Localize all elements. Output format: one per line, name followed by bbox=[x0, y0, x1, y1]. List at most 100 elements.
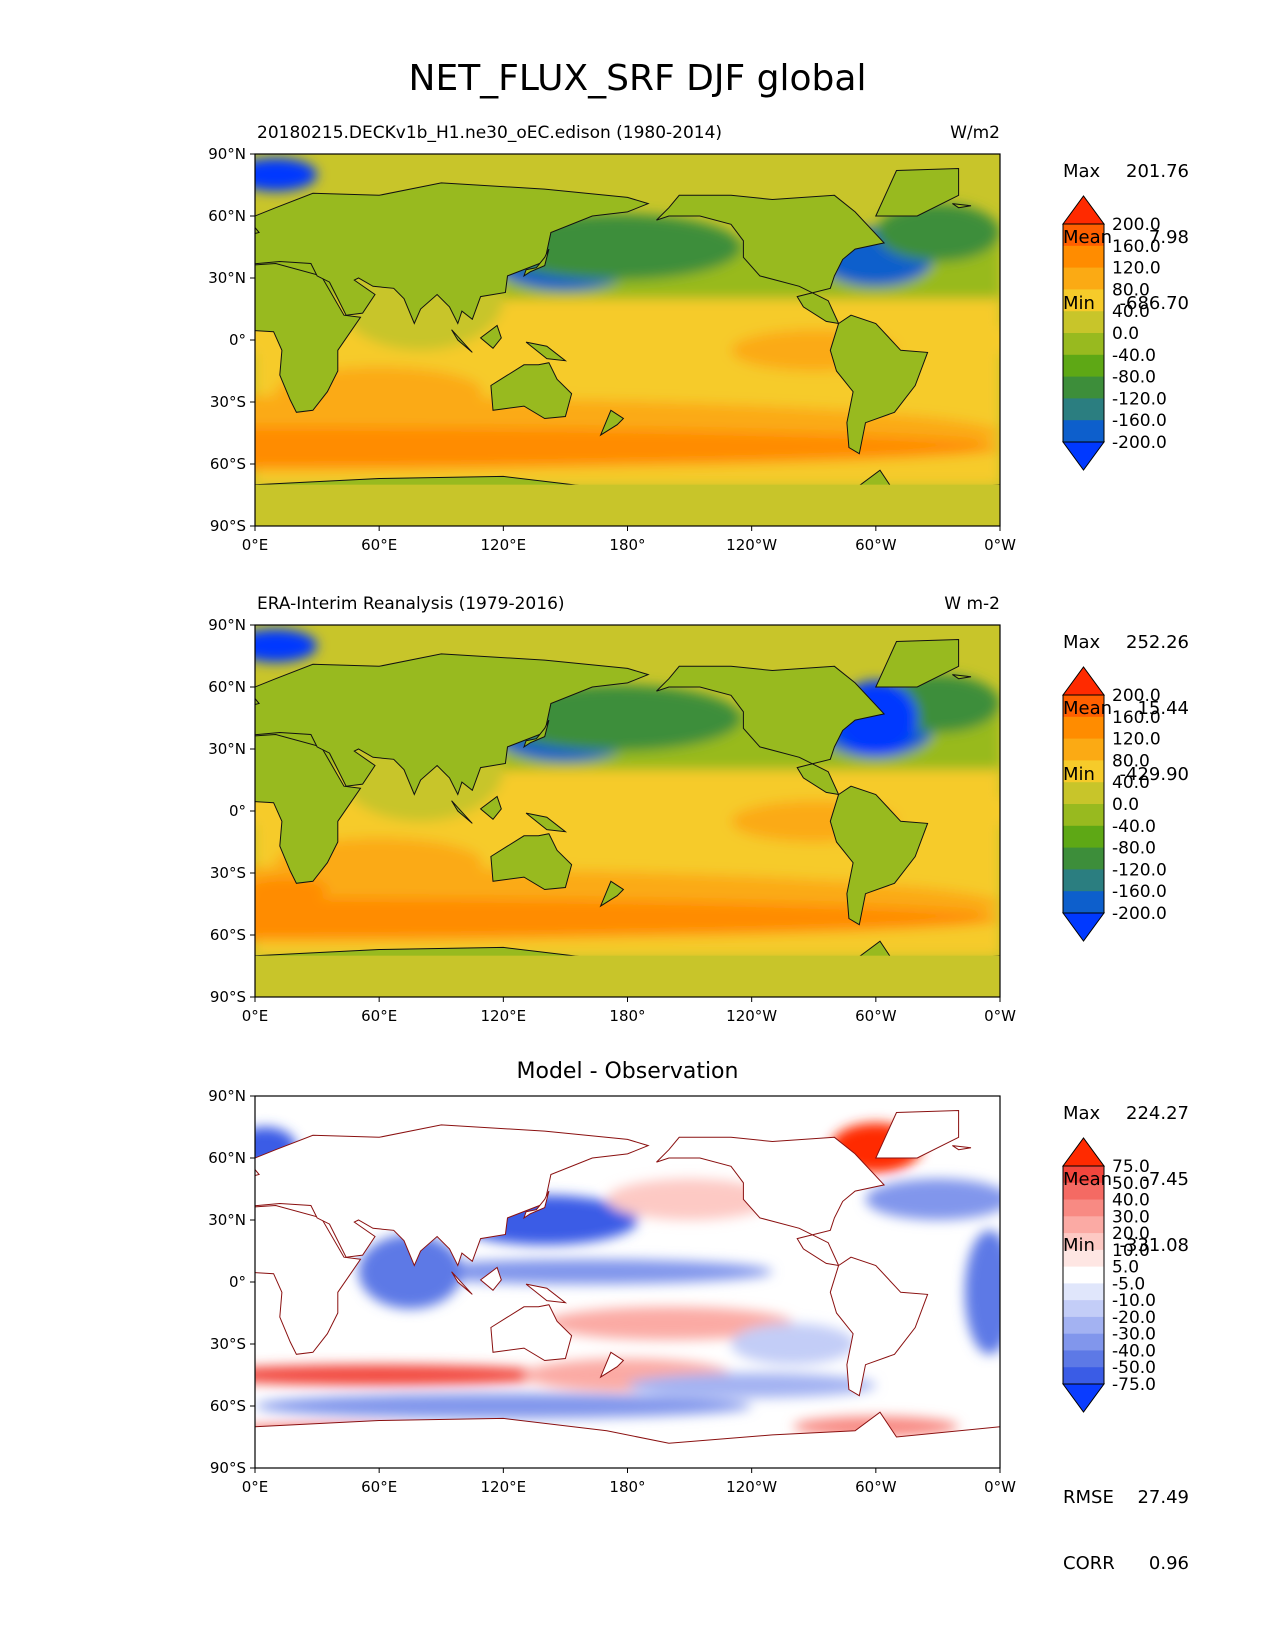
colorbar-label: -75.0 bbox=[1112, 1375, 1156, 1395]
coastline bbox=[255, 1411, 1000, 1468]
colorbar-label: 80.0 bbox=[1112, 280, 1150, 300]
coastline bbox=[599, 1351, 625, 1379]
field-cell bbox=[255, 877, 328, 902]
colorbar-label: 75.0 bbox=[1112, 1157, 1150, 1177]
coastline bbox=[523, 1190, 550, 1220]
coastline bbox=[829, 785, 929, 926]
x-tick-label: 0°E bbox=[242, 536, 269, 554]
y-tick-label: 30°N bbox=[208, 269, 246, 287]
coastline bbox=[255, 262, 362, 413]
coastline bbox=[656, 1136, 886, 1267]
map-panel-1 bbox=[255, 154, 1000, 526]
coastline bbox=[523, 719, 550, 749]
colorbar-label: 20.0 bbox=[1112, 1224, 1150, 1244]
metric-value: 27.49 bbox=[1137, 1487, 1189, 1508]
stat-value: 15.44 bbox=[1137, 698, 1189, 719]
antarctica-fill bbox=[255, 955, 1000, 997]
colorbar-segment bbox=[1063, 1333, 1104, 1351]
colorbar-label: 80.0 bbox=[1112, 751, 1150, 771]
coastline bbox=[451, 329, 473, 353]
colorbar-label: -40.0 bbox=[1112, 1341, 1156, 1361]
y-tick-label: 90°N bbox=[208, 1087, 246, 1105]
coastline bbox=[255, 1168, 260, 1177]
colorbar-segment bbox=[1063, 1283, 1104, 1301]
panel-3-stats: Max 224.27 Mean -7.45 Min -331.08 bbox=[1063, 1059, 1189, 1279]
colorbar-segment bbox=[1063, 1266, 1104, 1284]
colorbar-frame bbox=[1062, 223, 1105, 443]
colorbar-label: -30.0 bbox=[1112, 1325, 1156, 1345]
colorbar-label: 120.0 bbox=[1112, 259, 1161, 279]
x-tick-label: 60°E bbox=[361, 1007, 397, 1025]
x-tick-label: 0°W bbox=[984, 1478, 1016, 1496]
x-tick-label: 0°W bbox=[984, 536, 1016, 554]
x-tick-label: 120°W bbox=[726, 1007, 777, 1025]
colorbar-frame bbox=[1062, 1165, 1105, 1385]
colorbar-segment bbox=[1063, 1249, 1104, 1268]
x-tick-label: 0°E bbox=[242, 1007, 269, 1025]
colorbar-label: -160.0 bbox=[1112, 882, 1167, 902]
x-tick-label: 120°E bbox=[481, 536, 527, 554]
metric-value: 0.96 bbox=[1148, 1553, 1189, 1574]
field-cell bbox=[964, 1230, 1000, 1355]
colorbar-label: -80.0 bbox=[1112, 839, 1156, 859]
colorbar-label: 10.0 bbox=[1112, 1241, 1150, 1261]
x-tick-label: 60°W bbox=[855, 536, 897, 554]
coastline bbox=[255, 1124, 650, 1267]
colorbar-segment bbox=[1063, 716, 1104, 740]
panel-2-units: W m-2 bbox=[944, 594, 1000, 614]
colorbar-segment bbox=[1063, 311, 1104, 334]
metric-label: RMSE bbox=[1063, 1487, 1114, 1508]
stat-label: Max bbox=[1063, 1103, 1101, 1124]
y-tick-label: 60°S bbox=[210, 1397, 246, 1415]
colorbar-label: 40.0 bbox=[1112, 1191, 1150, 1211]
panel-3-metrics: RMSE 27.49 CORR 0.96 bbox=[1063, 1443, 1189, 1597]
x-tick-label: 0°W bbox=[984, 1007, 1016, 1025]
colorbar-label: -160.0 bbox=[1112, 411, 1167, 431]
coastline bbox=[490, 833, 573, 891]
stat-label: Min bbox=[1063, 1235, 1095, 1256]
y-tick-label: 90°S bbox=[210, 517, 246, 535]
x-tick-label: 60°E bbox=[361, 536, 397, 554]
colorbar-extend-min bbox=[1062, 1383, 1105, 1413]
colorbar-segment bbox=[1063, 1350, 1104, 1368]
map-panel-3 bbox=[255, 1096, 1000, 1468]
stat-label: Mean bbox=[1063, 1169, 1113, 1190]
stat-label: Min bbox=[1063, 293, 1095, 314]
colorbar-label: 200.0 bbox=[1112, 215, 1161, 235]
colorbar-segment bbox=[1063, 245, 1104, 269]
coastline bbox=[255, 226, 260, 235]
y-tick-label: 90°N bbox=[208, 145, 246, 163]
colorbar-label: -20.0 bbox=[1112, 1308, 1156, 1328]
stat-value: -686.70 bbox=[1119, 293, 1189, 314]
colorbar-frame bbox=[1062, 694, 1105, 914]
coastline bbox=[656, 194, 886, 325]
y-tick-label: 30°S bbox=[210, 1335, 246, 1353]
field-cell bbox=[865, 1178, 1000, 1220]
colorbar-segment bbox=[1063, 1199, 1104, 1217]
coastline bbox=[490, 1304, 573, 1362]
map-panel-2 bbox=[255, 625, 1000, 997]
field-cell bbox=[255, 629, 318, 663]
colorbar-segment bbox=[1063, 891, 1104, 914]
stat-value: -7.45 bbox=[1142, 1169, 1189, 1190]
colorbar-segment bbox=[1063, 1316, 1104, 1335]
colorbar-segment bbox=[1063, 224, 1104, 247]
colorbar-segment bbox=[1063, 267, 1104, 290]
field-cell bbox=[358, 1234, 462, 1309]
stat-label: Mean bbox=[1063, 698, 1113, 719]
colorbar-label: 40.0 bbox=[1112, 773, 1150, 793]
colorbar-label: -40.0 bbox=[1112, 346, 1156, 366]
coastline bbox=[525, 341, 568, 362]
coastline bbox=[525, 812, 568, 833]
metric-label: CORR bbox=[1063, 1553, 1115, 1574]
colorbar-extend-min bbox=[1062, 441, 1105, 471]
colorbar-segment bbox=[1063, 1367, 1104, 1385]
panel-1-stats: Max 201.76 Mean 7.98 Min -686.70 bbox=[1063, 117, 1189, 337]
field-cell bbox=[544, 1306, 794, 1340]
stat-value: 7.98 bbox=[1148, 227, 1189, 248]
coastline bbox=[829, 314, 929, 455]
colorbar-segment bbox=[1063, 376, 1104, 399]
colorbar-segment bbox=[1063, 1166, 1104, 1184]
colorbar-label: -5.0 bbox=[1112, 1274, 1145, 1294]
field-cell bbox=[730, 1323, 856, 1365]
